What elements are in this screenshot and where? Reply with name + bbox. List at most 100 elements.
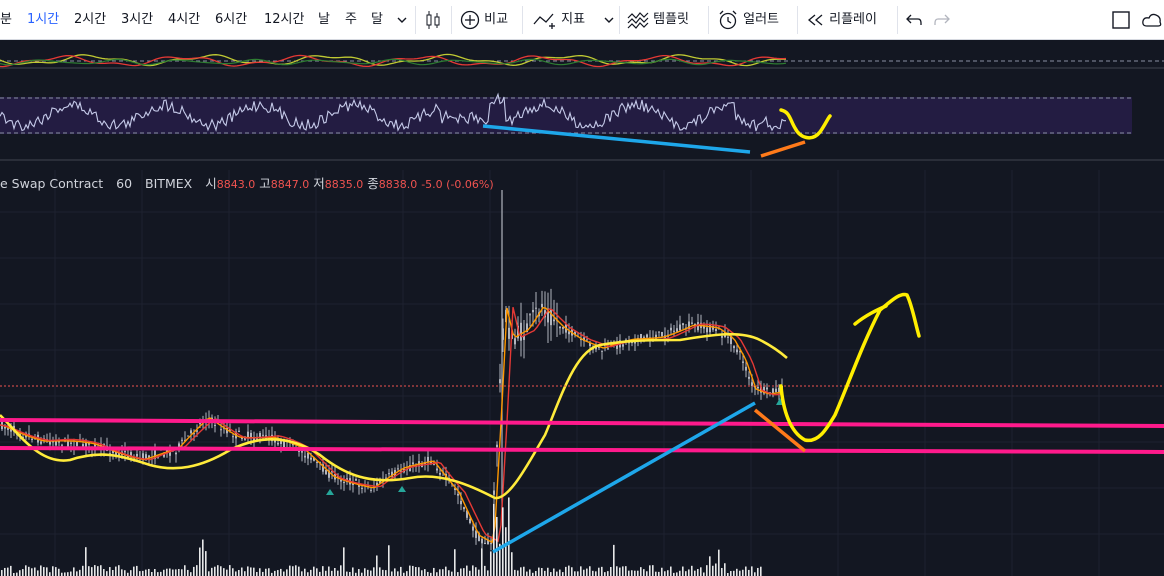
indicators-icon (533, 13, 555, 29)
candle-body (640, 333, 642, 339)
volume-bar (445, 566, 447, 576)
volume-bar (28, 566, 30, 576)
interval-dropdown[interactable] (396, 0, 408, 40)
volume-bar (628, 570, 630, 576)
candle-body (52, 441, 54, 443)
candle-body (67, 440, 69, 448)
candle-body (40, 441, 42, 444)
templates-button[interactable]: 템플릿 (627, 0, 689, 40)
candle-body (727, 336, 729, 338)
chart-canvas[interactable] (0, 40, 1164, 576)
candle-body (520, 322, 522, 341)
interval-minutes[interactable]: 분 (0, 12, 12, 27)
price-candles (1, 190, 783, 551)
volume-bar (691, 565, 693, 576)
candle-body (766, 387, 768, 390)
volume-bar (682, 566, 684, 576)
interval-6h[interactable]: 6시간 (215, 12, 248, 27)
volume-bar (208, 571, 210, 576)
compare-button[interactable]: 비교 (460, 0, 508, 40)
interval-month[interactable]: 달 (371, 12, 383, 27)
candle-body (661, 331, 663, 337)
candle-body (751, 382, 753, 387)
candle-body (688, 321, 690, 329)
price-projection-curve (779, 292, 921, 443)
candle-body (232, 436, 234, 438)
candle-body (391, 471, 393, 477)
volume-bar (397, 571, 399, 576)
volume-bar (199, 547, 201, 576)
candle-body (553, 319, 555, 322)
candle-body (682, 323, 684, 326)
candle-body (226, 427, 228, 434)
alert-button[interactable]: 얼러트 (717, 0, 779, 40)
signal-arrow-up (398, 486, 406, 492)
volume-bar (547, 567, 549, 576)
indicators-button[interactable]: 지표 (533, 0, 585, 40)
candle-body (304, 455, 306, 458)
volume-bar (352, 567, 354, 576)
volume-bar (721, 567, 723, 576)
candle-body (670, 327, 672, 331)
volume-bar (616, 566, 618, 576)
candle-body (493, 490, 495, 495)
indicators-dropdown[interactable] (603, 0, 615, 40)
interval-day[interactable]: 날 (318, 12, 330, 27)
volume-bar (529, 569, 531, 576)
volume-bar (580, 566, 582, 576)
volume-bar (151, 572, 153, 576)
volume-bar (592, 570, 594, 576)
undo-button[interactable] (905, 0, 923, 40)
volume-bar (283, 571, 285, 576)
replay-button[interactable]: 리플레이 (807, 0, 877, 40)
volume-bars (1, 497, 762, 576)
volume-bar (505, 527, 507, 576)
fullscreen-button[interactable] (1111, 0, 1131, 40)
rsi-projection-line (760, 140, 806, 158)
rsi-series (0, 92, 786, 133)
interval-12h[interactable]: 12시간 (264, 12, 305, 27)
volume-bar (19, 570, 21, 576)
candle-body (655, 334, 657, 340)
volume-bar (313, 566, 315, 576)
interval-3h[interactable]: 3시간 (121, 12, 154, 27)
candle-body (457, 493, 459, 496)
volume-bar (715, 563, 717, 576)
volume-bar (205, 551, 207, 576)
volume-bar (499, 543, 501, 576)
volume-bar (349, 571, 351, 576)
candle-body (745, 366, 747, 371)
interval-2h[interactable]: 2시간 (74, 12, 107, 27)
volume-bar (259, 568, 261, 576)
candle-body (502, 328, 504, 340)
volume-bar (427, 571, 429, 576)
candle-body (196, 430, 198, 432)
interval-4h[interactable]: 4시간 (168, 12, 201, 27)
volume-bar (310, 569, 312, 576)
candle-body (478, 533, 480, 542)
chart-type-button[interactable] (424, 0, 442, 40)
volume-bar (238, 569, 240, 576)
volume-bar (247, 566, 249, 576)
volume-bar (106, 571, 108, 576)
volume-bar (37, 570, 39, 576)
volume-bar (73, 567, 75, 576)
volume-bar (718, 549, 720, 576)
candle-body (703, 325, 705, 329)
candle-body (115, 450, 117, 455)
volume-bar (508, 497, 510, 576)
redo-button[interactable] (933, 0, 951, 40)
volume-bar (403, 572, 405, 576)
candle-body (4, 426, 6, 429)
candle-body (523, 335, 525, 340)
volume-bar (520, 567, 522, 576)
volume-bar (49, 572, 51, 576)
volume-bar (703, 572, 705, 576)
candle-body (712, 326, 714, 330)
volume-bar (673, 572, 675, 576)
interval-1h[interactable]: 1시간 (27, 12, 60, 27)
interval-week[interactable]: 주 (345, 12, 357, 27)
snapshot-button[interactable] (1141, 0, 1163, 40)
volume-bar (43, 567, 45, 576)
volume-bar (154, 569, 156, 576)
